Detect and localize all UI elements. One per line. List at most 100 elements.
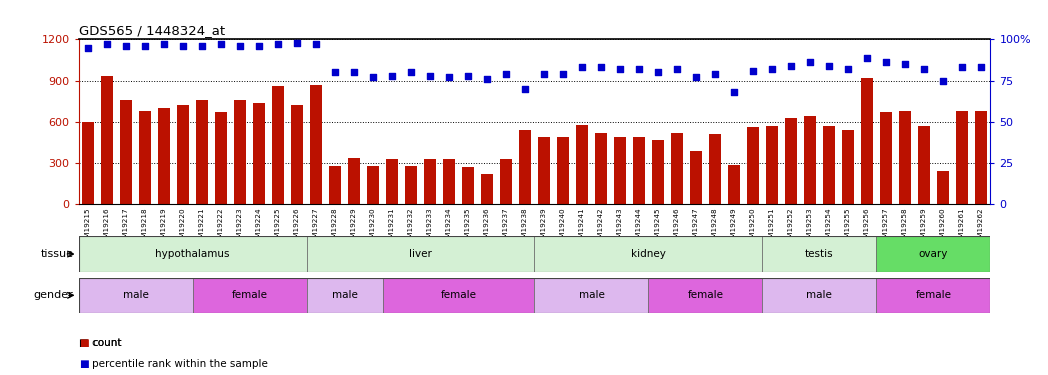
Bar	[500, 159, 512, 204]
Text: GDS565 / 1448324_at: GDS565 / 1448324_at	[79, 24, 224, 37]
Point	[250, 43, 267, 49]
Point	[783, 63, 800, 69]
Point	[858, 54, 875, 60]
Text: male: male	[578, 290, 605, 300]
Point	[402, 69, 419, 75]
Text: male: male	[123, 290, 149, 300]
Point	[935, 78, 952, 84]
Point	[839, 66, 856, 72]
Bar	[367, 166, 379, 204]
Text: gender: gender	[34, 290, 73, 300]
Point	[802, 60, 818, 66]
Text: ovary: ovary	[919, 249, 948, 259]
Point	[877, 60, 894, 66]
Bar	[975, 111, 987, 204]
Point	[554, 71, 571, 77]
Point	[916, 66, 933, 72]
Text: hypothalamus: hypothalamus	[155, 249, 230, 259]
Bar	[860, 78, 873, 204]
Point	[650, 69, 667, 75]
Point	[308, 41, 325, 47]
Bar	[762, 278, 876, 313]
Bar	[101, 76, 113, 204]
Bar	[79, 278, 193, 313]
Point	[498, 71, 515, 77]
Point	[973, 64, 989, 70]
Text: ■ count: ■ count	[79, 338, 122, 348]
Bar	[462, 167, 474, 204]
Bar	[253, 103, 265, 204]
Point	[421, 73, 438, 79]
Point	[288, 40, 305, 46]
Text: testis: testis	[805, 249, 834, 259]
Bar	[383, 278, 534, 313]
Point	[213, 41, 230, 47]
Bar	[481, 174, 494, 204]
Text: male: male	[331, 290, 357, 300]
Point	[117, 43, 134, 49]
Bar	[79, 236, 306, 272]
Bar	[348, 158, 361, 204]
Bar	[690, 151, 702, 204]
Bar	[538, 137, 550, 204]
Point	[327, 69, 344, 75]
Text: male: male	[807, 290, 832, 300]
Point	[136, 43, 153, 49]
Point	[821, 63, 837, 69]
Bar	[614, 137, 626, 204]
Bar	[708, 134, 721, 204]
Point	[440, 74, 457, 80]
Bar	[762, 236, 876, 272]
Bar	[649, 278, 762, 313]
Bar	[876, 236, 990, 272]
Point	[80, 45, 96, 51]
Bar	[534, 236, 762, 272]
Bar	[193, 278, 306, 313]
Bar	[139, 111, 151, 204]
Point	[744, 68, 761, 74]
Bar	[196, 100, 209, 204]
Point	[687, 74, 704, 80]
Text: ■: ■	[79, 359, 88, 369]
Point	[346, 69, 363, 75]
Point	[669, 66, 685, 72]
Bar	[158, 108, 170, 204]
Point	[269, 41, 286, 47]
Bar	[899, 111, 911, 204]
Bar	[306, 236, 534, 272]
Bar	[575, 124, 588, 204]
Bar	[747, 128, 759, 204]
Bar	[937, 171, 949, 204]
Bar	[234, 100, 246, 204]
Point	[194, 43, 211, 49]
Bar	[423, 159, 436, 204]
Bar	[291, 105, 303, 204]
Bar	[306, 278, 383, 313]
Bar	[918, 126, 930, 204]
Bar	[879, 112, 892, 204]
Point	[896, 61, 913, 67]
Point	[99, 41, 115, 47]
Point	[156, 41, 173, 47]
Bar	[766, 126, 778, 204]
Point	[954, 64, 970, 70]
Bar	[82, 122, 94, 204]
Bar	[876, 278, 990, 313]
Bar	[842, 130, 854, 204]
Point	[460, 73, 477, 79]
Point	[384, 73, 400, 79]
Text: percentile rank within the sample: percentile rank within the sample	[92, 359, 268, 369]
Bar	[215, 112, 227, 204]
Point	[706, 71, 723, 77]
Point	[725, 89, 742, 95]
Text: liver: liver	[409, 249, 432, 259]
Bar	[519, 130, 531, 204]
Bar	[727, 165, 740, 204]
Point	[365, 74, 381, 80]
Bar	[804, 116, 816, 204]
Bar	[386, 159, 398, 204]
Point	[232, 43, 248, 49]
Bar	[671, 133, 683, 204]
Point	[175, 43, 192, 49]
Text: kidney: kidney	[631, 249, 665, 259]
